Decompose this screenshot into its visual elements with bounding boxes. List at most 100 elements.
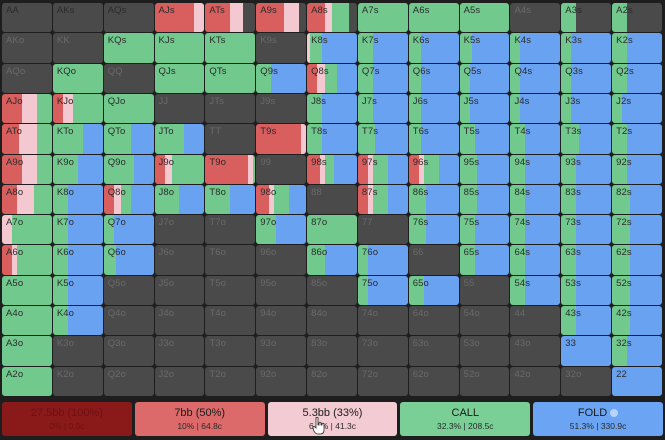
hand-cell-93o[interactable]: 93o: [256, 336, 307, 366]
action-fold-button[interactable]: FOLD 51.3% | 330.9c: [533, 402, 663, 436]
hand-cell-98o[interactable]: 98o: [256, 184, 307, 215]
hand-cell-KJs[interactable]: KJs: [154, 33, 205, 63]
hand-cell-86s[interactable]: 86s: [408, 184, 459, 215]
hand-cell-J3s[interactable]: J3s: [561, 93, 612, 124]
hand-cell-75s[interactable]: 75s: [459, 215, 510, 245]
hand-cell-AQo[interactable]: AQo: [2, 63, 52, 93]
hand-cell-J9o[interactable]: J9o: [154, 154, 205, 184]
hand-cell-62o[interactable]: 62o: [408, 366, 459, 396]
hand-cell-K7s[interactable]: K7s: [357, 33, 408, 63]
hand-cell-52s[interactable]: 52s: [612, 275, 662, 306]
hand-cell-K3s[interactable]: K3s: [561, 33, 612, 63]
hand-cell-75o[interactable]: 75o: [357, 275, 408, 306]
hand-cell-74o[interactable]: 74o: [357, 306, 408, 336]
hand-cell-A2o[interactable]: A2o: [2, 366, 52, 396]
hand-cell-JJ[interactable]: JJ: [154, 93, 205, 124]
hand-cell-42s[interactable]: 42s: [612, 306, 662, 336]
hand-cell-54o[interactable]: 54o: [459, 306, 510, 336]
hand-cell-64o[interactable]: 64o: [408, 306, 459, 336]
hand-cell-T6s[interactable]: T6s: [408, 124, 459, 154]
hand-cell-AKo[interactable]: AKo: [2, 33, 52, 63]
hand-cell-QJo[interactable]: QJo: [103, 93, 154, 124]
hand-cell-ATo[interactable]: ATo: [2, 124, 52, 154]
hand-cell-J4o[interactable]: J4o: [154, 306, 205, 336]
action-allin-button[interactable]: 27.5bb (100%) 0% | 0.0c: [2, 402, 132, 436]
hand-cell-K6s[interactable]: K6s: [408, 33, 459, 63]
hand-cell-A7o[interactable]: A7o: [2, 215, 52, 245]
hand-cell-65o[interactable]: 65o: [408, 275, 459, 306]
hand-cell-Q8s[interactable]: Q8s: [307, 63, 357, 93]
hand-cell-A2s[interactable]: A2s: [612, 3, 662, 33]
hand-cell-A3o[interactable]: A3o: [2, 336, 52, 366]
hand-cell-AJs[interactable]: AJs: [154, 3, 205, 33]
hand-cell-Q5s[interactable]: Q5s: [459, 63, 510, 93]
hand-cell-Q7s[interactable]: Q7s: [357, 63, 408, 93]
hand-cell-32s[interactable]: 32s: [612, 336, 662, 366]
hand-cell-K8s[interactable]: K8s: [307, 33, 357, 63]
hand-cell-JTs[interactable]: JTs: [205, 93, 256, 124]
hand-cell-J9s[interactable]: J9s: [256, 93, 307, 124]
hand-cell-Q9o[interactable]: Q9o: [103, 154, 154, 184]
hand-cell-55[interactable]: 55: [459, 275, 510, 306]
hand-cell-86o[interactable]: 86o: [307, 245, 357, 275]
hand-cell-84o[interactable]: 84o: [307, 306, 357, 336]
hand-cell-85o[interactable]: 85o: [307, 275, 357, 306]
hand-cell-54s[interactable]: 54s: [510, 275, 561, 306]
hand-cell-74s[interactable]: 74s: [510, 215, 561, 245]
hand-cell-65s[interactable]: 65s: [459, 245, 510, 275]
hand-cell-A8o[interactable]: A8o: [2, 184, 52, 215]
hand-cell-72o[interactable]: 72o: [357, 366, 408, 396]
hand-cell-QTs[interactable]: QTs: [205, 63, 256, 93]
hand-cell-76o[interactable]: 76o: [357, 245, 408, 275]
hand-cell-84s[interactable]: 84s: [510, 184, 561, 215]
hand-cell-Q4s[interactable]: Q4s: [510, 63, 561, 93]
hand-cell-K9s[interactable]: K9s: [256, 33, 307, 63]
hand-cell-87o[interactable]: 87o: [307, 215, 357, 245]
hand-cell-Q2s[interactable]: Q2s: [612, 63, 662, 93]
hand-cell-J4s[interactable]: J4s: [510, 93, 561, 124]
hand-cell-76s[interactable]: 76s: [408, 215, 459, 245]
hand-cell-95o[interactable]: 95o: [256, 275, 307, 306]
hand-cell-AKs[interactable]: AKs: [52, 3, 103, 33]
hand-cell-K3o[interactable]: K3o: [52, 336, 103, 366]
hand-cell-A3s[interactable]: A3s: [561, 3, 612, 33]
hand-cell-62s[interactable]: 62s: [612, 245, 662, 275]
hand-cell-J6s[interactable]: J6s: [408, 93, 459, 124]
hand-cell-97o[interactable]: 97o: [256, 215, 307, 245]
hand-cell-JTo[interactable]: JTo: [154, 124, 205, 154]
hand-cell-QTo[interactable]: QTo: [103, 124, 154, 154]
hand-cell-Q5o[interactable]: Q5o: [103, 275, 154, 306]
hand-cell-87s[interactable]: 87s: [357, 184, 408, 215]
hand-cell-J5o[interactable]: J5o: [154, 275, 205, 306]
hand-cell-73s[interactable]: 73s: [561, 215, 612, 245]
hand-cell-Q7o[interactable]: Q7o: [103, 215, 154, 245]
hand-cell-53o[interactable]: 53o: [459, 336, 510, 366]
hand-cell-Q6o[interactable]: Q6o: [103, 245, 154, 275]
hand-cell-63s[interactable]: 63s: [561, 245, 612, 275]
hand-cell-Q3s[interactable]: Q3s: [561, 63, 612, 93]
hand-cell-82s[interactable]: 82s: [612, 184, 662, 215]
hand-cell-95s[interactable]: 95s: [459, 154, 510, 184]
hand-cell-T5o[interactable]: T5o: [205, 275, 256, 306]
hand-cell-AJo[interactable]: AJo: [2, 93, 52, 124]
hand-cell-96s[interactable]: 96s: [408, 154, 459, 184]
hand-cell-K4o[interactable]: K4o: [52, 306, 103, 336]
hand-cell-J7o[interactable]: J7o: [154, 215, 205, 245]
hand-cell-T9s[interactable]: T9s: [256, 124, 307, 154]
hand-cell-93s[interactable]: 93s: [561, 154, 612, 184]
action-raise-7bb-button[interactable]: 7bb (50%) 10% | 64.8c: [134, 402, 265, 436]
hand-cell-A9s[interactable]: A9s: [256, 3, 307, 33]
hand-cell-A4s[interactable]: A4s: [510, 3, 561, 33]
hand-cell-KQs[interactable]: KQs: [103, 33, 154, 63]
hand-cell-T6o[interactable]: T6o: [205, 245, 256, 275]
hand-cell-66[interactable]: 66: [408, 245, 459, 275]
hand-cell-77[interactable]: 77: [357, 215, 408, 245]
hand-cell-83o[interactable]: 83o: [307, 336, 357, 366]
hand-cell-A4o[interactable]: A4o: [2, 306, 52, 336]
hand-cell-K5s[interactable]: K5s: [459, 33, 510, 63]
hand-cell-J5s[interactable]: J5s: [459, 93, 510, 124]
hand-cell-98s[interactable]: 98s: [307, 154, 357, 184]
hand-cell-Q4o[interactable]: Q4o: [103, 306, 154, 336]
hand-cell-K2s[interactable]: K2s: [612, 33, 662, 63]
hand-cell-J8s[interactable]: J8s: [307, 93, 357, 124]
